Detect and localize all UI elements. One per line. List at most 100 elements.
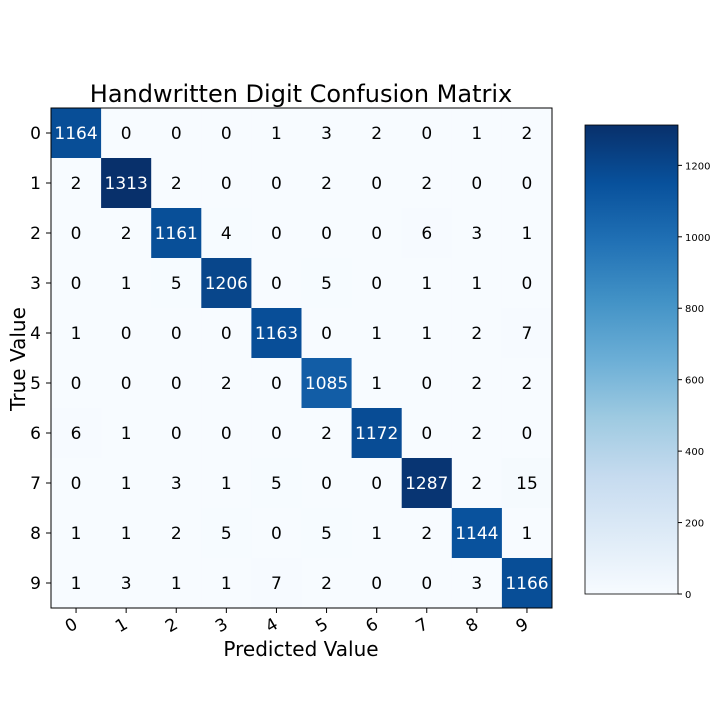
cell-value-label: 0: [221, 424, 232, 444]
cell-value-label: 0: [271, 374, 282, 394]
cell-value-label: 0: [421, 124, 432, 144]
y-tick-label: 1: [30, 174, 41, 194]
heatmap-cell: [151, 158, 202, 209]
y-tick-label: 3: [30, 274, 41, 294]
colorbar: [584, 124, 679, 595]
heatmap-cell: [201, 558, 252, 609]
cell-value-label: 2: [321, 574, 332, 594]
cell-value-label: 6: [71, 424, 82, 444]
heatmap-cell: [401, 258, 453, 309]
cell-value-label: 0: [121, 124, 132, 144]
cell-value-label: 3: [171, 474, 182, 494]
heatmap-cell: [101, 308, 152, 359]
heatmap-cell: [351, 408, 403, 459]
heatmap-cell: [101, 208, 152, 259]
heatmap-cell: [451, 208, 503, 259]
cell-value-label: 1: [71, 574, 82, 594]
heatmap-cell: [351, 158, 403, 209]
heatmap-cell: [351, 558, 403, 609]
colorbar-tick-label: 600: [685, 376, 704, 387]
heatmap-cell: [301, 108, 353, 159]
cell-value-label: 1: [71, 324, 82, 344]
heatmap-cell: [501, 108, 553, 159]
y-tick-label: 0: [30, 124, 41, 144]
heatmap-cell: [151, 558, 202, 609]
heatmap-cell: [451, 108, 503, 159]
colorbar-tick-label: 1200: [685, 161, 710, 172]
heatmap-cell: [201, 358, 252, 409]
heatmap-cell: [301, 558, 353, 609]
cell-value-label: 1: [121, 274, 132, 294]
cell-value-label: 0: [321, 324, 332, 344]
heatmap-cell: [401, 208, 453, 259]
heatmap-cell: [101, 508, 152, 559]
cell-value-label: 2: [171, 524, 182, 544]
cell-value-label: 0: [71, 374, 82, 394]
heatmap-cell: [401, 308, 453, 359]
cell-value-label: 0: [371, 224, 382, 244]
x-tick-label: 6: [362, 614, 381, 637]
cell-value-label: 1: [471, 124, 482, 144]
heatmap-cell: [451, 408, 503, 459]
cell-value-label: 2: [522, 374, 533, 394]
cell-value-label: 1164: [54, 124, 97, 144]
colorbar-tick-label: 1000: [685, 233, 710, 244]
heatmap-cell: [501, 558, 553, 609]
cell-value-label: 6: [421, 224, 432, 244]
cell-value-label: 0: [71, 274, 82, 294]
cell-value-label: 0: [221, 124, 232, 144]
heatmap-cell: [351, 358, 403, 409]
heatmap-cell: [51, 158, 102, 209]
cell-value-label: 0: [271, 524, 282, 544]
cell-value-label: 5: [221, 524, 232, 544]
y-axis-label: True Value: [6, 307, 30, 412]
cell-value-label: 0: [221, 324, 232, 344]
cell-value-label: 7: [271, 574, 282, 594]
x-tick-label: 3: [212, 614, 231, 637]
heatmap-cell: [401, 458, 453, 509]
y-tick-label: 9: [30, 574, 41, 594]
heatmap-cell: [451, 458, 503, 509]
heatmap-cell: [501, 208, 553, 259]
cell-value-label: 1: [121, 474, 132, 494]
cell-value-label: 1: [421, 274, 432, 294]
cell-value-label: 0: [71, 474, 82, 494]
chart-title: Handwritten Digit Confusion Matrix: [90, 80, 512, 108]
heatmap-cell: [251, 458, 302, 509]
heatmap-cell-labels: 1164 0 0 0 1 3 2 0 1 22 1313 2 0 0 2 0 2 0 00 2 1161 4 0 0 0 6 3 10…: [54, 124, 548, 594]
heatmap-cell: [201, 258, 252, 309]
y-axis-ticks: 0 1 2 3 4 5 6 7 8 9: [30, 124, 51, 594]
y-tick-label: 7: [30, 474, 41, 494]
heatmap-cell: [51, 358, 102, 409]
cell-value-label: 1: [421, 324, 432, 344]
heatmap-cell: [251, 508, 302, 559]
cell-value-label: 1: [371, 374, 382, 394]
heatmap-cell: [151, 358, 202, 409]
y-tick-label: 4: [30, 324, 41, 344]
heatmap-cell: [501, 258, 553, 309]
cell-value-label: 1166: [505, 574, 548, 594]
heatmap-cell: [151, 508, 202, 559]
cell-value-label: 1287: [405, 474, 448, 494]
heatmap-cell: [501, 408, 553, 459]
cell-value-label: 1313: [105, 174, 148, 194]
cell-value-label: 2: [371, 124, 382, 144]
cell-value-label: 2: [221, 374, 232, 394]
heatmap-cell: [301, 308, 353, 359]
heatmap-cell: [251, 158, 302, 209]
x-tick-label: 4: [262, 614, 281, 637]
cell-value-label: 1: [121, 424, 132, 444]
cell-value-label: 2: [171, 174, 182, 194]
cell-value-label: 2: [71, 174, 82, 194]
heatmap-cell: [501, 458, 553, 509]
colorbar-tick-label: 400: [685, 447, 704, 458]
cell-value-label: 0: [271, 174, 282, 194]
cell-value-label: 5: [321, 274, 332, 294]
heatmap-cell: [51, 208, 102, 259]
y-tick-label: 8: [30, 524, 41, 544]
heatmap-cell: [251, 308, 302, 359]
heatmap-cell: [501, 508, 553, 559]
x-tick-label: 2: [162, 614, 181, 637]
cell-value-label: 1163: [255, 324, 298, 344]
heatmap-cell: [51, 308, 102, 359]
